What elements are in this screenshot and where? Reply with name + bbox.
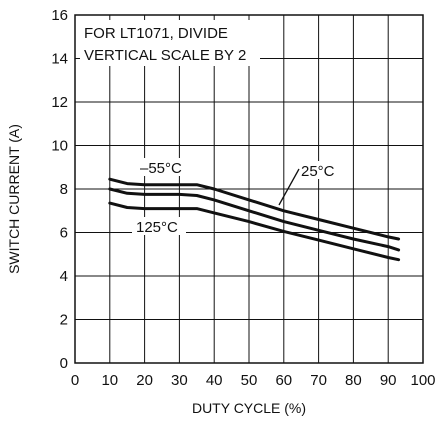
x-tick-label: 70 [310,372,327,389]
x-tick-label: 10 [101,372,118,389]
y-tick-label: 10 [51,138,68,155]
series-label-minus55c: –55°C [140,160,182,177]
y-tick-label: 4 [60,268,68,285]
series-label-background [300,161,342,179]
y-tick-label: 8 [60,181,68,198]
y-tick-label: 12 [51,94,68,111]
x-tick-label: 30 [171,372,188,389]
x-tick-label: 0 [71,372,79,389]
annotation-line-2: VERTICAL SCALE BY 2 [84,47,246,64]
series-label-background [138,158,184,176]
y-tick-label: 2 [60,312,68,329]
grid [74,14,424,364]
series-label-25c: 25°C [301,163,335,180]
x-tick-labels: 0 10 20 30 40 50 60 70 80 90 100 [71,372,436,389]
annotation-line-1: FOR LT1071, DIVIDE [84,25,228,42]
x-tick-label: 50 [241,372,258,389]
series-line-2 [108,201,401,262]
y-tick-label: 0 [60,355,68,372]
series-label-background [132,217,186,235]
y-tick-labels: 0 2 4 6 8 10 12 14 16 [51,7,68,372]
y-tick-label: 14 [51,51,68,68]
x-tick-label: 20 [136,372,153,389]
x-tick-label: 80 [345,372,362,389]
x-tick-label: 90 [380,372,397,389]
y-axis-label: SWITCH CURRENT (A) [6,124,22,274]
x-tick-label: 100 [410,372,435,389]
annotation-background [80,20,260,66]
curves [108,177,401,262]
series-line-0 [108,177,401,241]
series-line-1 [108,187,401,252]
x-axis-label: DUTY CYCLE (%) [192,400,306,416]
series-label-25c-leader [278,168,300,206]
series-label-125c: 125°C [136,219,178,236]
plot-frame [74,14,424,364]
y-tick-label: 16 [51,7,68,24]
x-tick-label: 40 [206,372,223,389]
y-tick-label: 6 [60,225,68,242]
x-tick-label: 60 [275,372,292,389]
